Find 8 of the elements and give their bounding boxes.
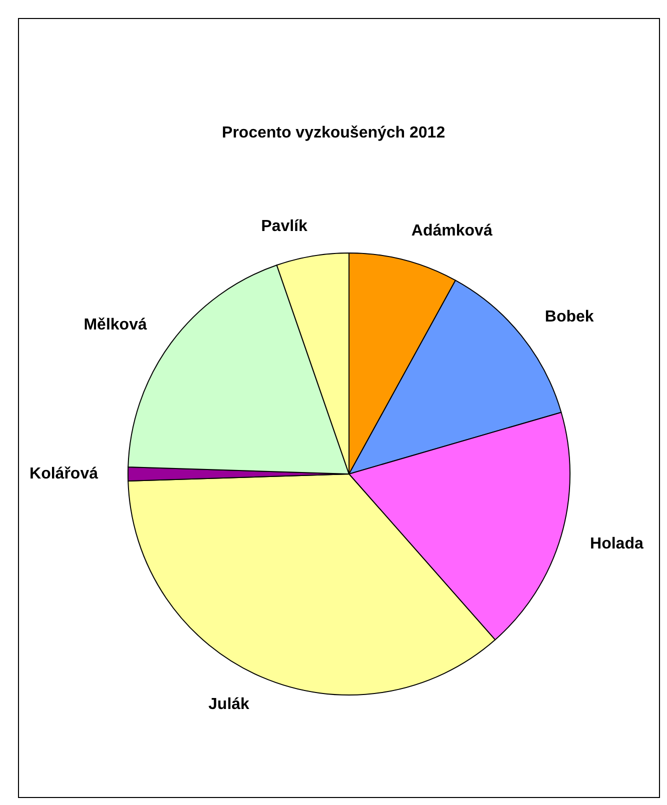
slice-label: Kolářová [30,466,98,482]
chart-title: Procento vyzkoušených 2012 [222,124,446,142]
slice-label: Holada [590,536,644,553]
slice-label: Bobek [544,308,594,326]
slice-label: Adámková [411,222,492,240]
slice-label: Mělková [84,316,147,334]
slice-label: Pavlík [261,218,308,235]
slice-label: Julák [208,696,250,713]
